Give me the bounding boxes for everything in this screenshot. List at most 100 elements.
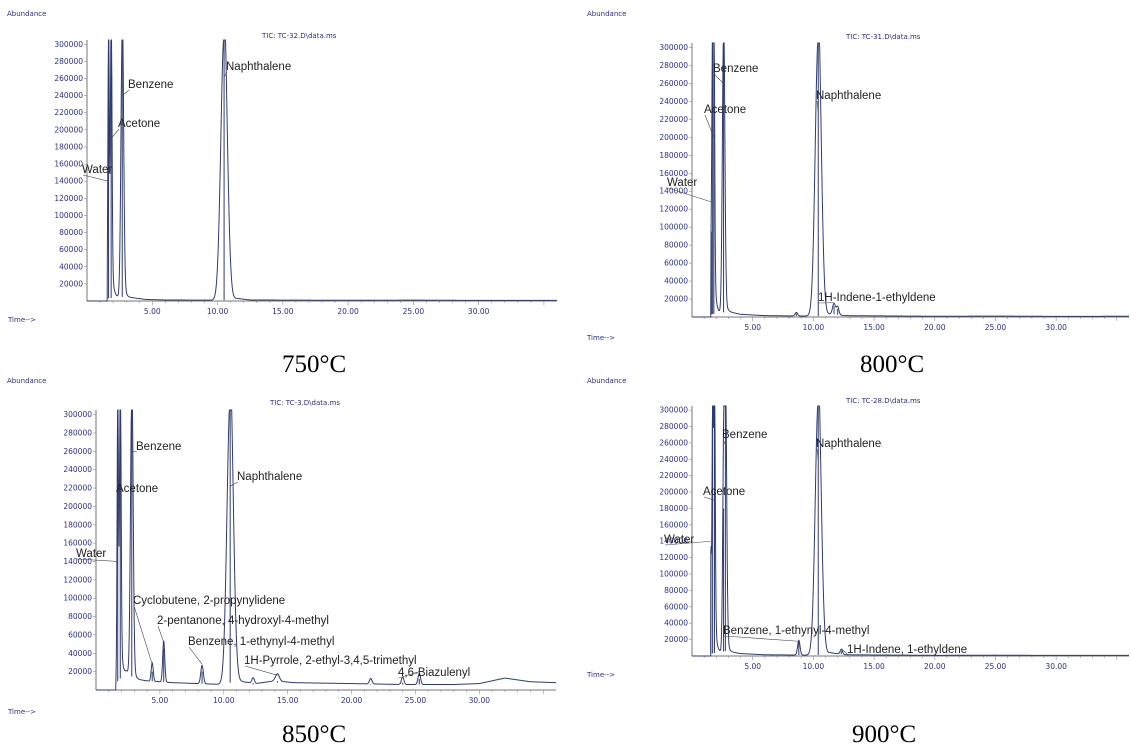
peak-annotation: Water	[82, 164, 112, 176]
x-tick-label: 5.00	[152, 696, 169, 705]
peak-annotation: Acetone	[118, 118, 160, 130]
annotation-leader	[703, 496, 715, 501]
y-tick-label: 200000	[54, 125, 83, 134]
y-tick-label: 220000	[659, 115, 688, 124]
x-axis-label: Time-->	[7, 316, 36, 324]
temperature-caption: 850°C	[282, 721, 346, 748]
y-tick-label: 240000	[659, 97, 688, 106]
x-tick-label: 20.00	[924, 323, 946, 332]
x-tick-label: 25.00	[403, 307, 425, 316]
y-tick-label: 160000	[63, 539, 92, 548]
y-tick-label: 60000	[664, 602, 688, 611]
annotation-leader	[133, 605, 153, 665]
annotation-leader	[131, 451, 138, 453]
x-tick-label: 30.00	[1045, 662, 1067, 671]
x-tick-label: 30.00	[1045, 323, 1067, 332]
x-tick-label: 10.00	[213, 696, 235, 705]
y-tick-label: 100000	[659, 570, 688, 579]
x-tick-label: 20.00	[341, 696, 363, 705]
chromatogram-panel-1: Abundance TIC: TC-32.D\data.ms Time--> 3000…	[7, 10, 557, 378]
y-tick-label: 220000	[63, 484, 92, 493]
y-tick-label: 140000	[63, 557, 92, 566]
peak-annotation: 1H-Indene, 1-ethyldene	[847, 644, 967, 656]
y-tick-label: 200000	[659, 133, 688, 142]
annotation-leader	[816, 448, 819, 460]
tic-trace	[692, 42, 1129, 318]
annotation-leader	[816, 100, 819, 113]
x-tick-label: 15.00	[863, 662, 885, 671]
x-tick-label: 10.00	[207, 307, 229, 316]
x-tick-label: 25.00	[405, 696, 427, 705]
y-tick-label: 300000	[659, 406, 688, 415]
annotation-leader	[723, 635, 799, 642]
y-tick-label: 40000	[664, 619, 688, 628]
peak-annotation: 1H-Indene-1-ethyldene	[818, 292, 936, 304]
annotation-leader	[230, 481, 239, 487]
peak-annotation: Benzene, 1-ethynyl-4-methyl	[188, 636, 334, 648]
y-tick-label: 20000	[664, 295, 688, 304]
peak-annotation: Naphthalene	[237, 471, 302, 483]
y-tick-label: 20000	[68, 667, 92, 676]
peak-annotation: Benzene	[722, 429, 767, 441]
y-tick-label: 60000	[68, 630, 92, 639]
y-tick-label: 100000	[659, 223, 688, 232]
y-tick-label: 180000	[659, 504, 688, 513]
y-tick-label: 180000	[63, 520, 92, 529]
annotation-leader	[713, 73, 724, 84]
y-tick-label: 120000	[659, 553, 688, 562]
y-tick-label: 240000	[63, 465, 92, 474]
x-tick-label: 5.00	[144, 307, 161, 316]
y-tick-label: 240000	[659, 455, 688, 464]
y-tick-label: 260000	[659, 79, 688, 88]
y-tick-label: 20000	[664, 635, 688, 644]
y-tick-label: 220000	[659, 471, 688, 480]
peak-annotation: Naphthalene	[816, 438, 881, 450]
annotation-leader	[664, 540, 711, 546]
x-tick-label: 30.00	[469, 696, 491, 705]
x-tick-label: 25.00	[985, 662, 1007, 671]
tic-trace	[692, 405, 1129, 657]
y-tick-label: 220000	[54, 108, 83, 117]
chart-title: TIC: TC-32.D\data.ms	[261, 32, 337, 40]
peak-annotation: Naphthalene	[226, 61, 291, 73]
y-axis-label: Abundance	[587, 10, 626, 18]
annotation-leader	[116, 493, 121, 507]
temperature-caption: 750°C	[282, 351, 346, 378]
y-tick-label: 160000	[659, 169, 688, 178]
peak-annotation: 4,6-Biazulenyl	[398, 667, 470, 679]
y-axis-label: Abundance	[7, 10, 46, 18]
tic-trace	[96, 409, 557, 691]
peak-annotation: Benzene	[128, 79, 173, 91]
peak-annotation: Water	[76, 548, 106, 560]
tic-trace	[87, 39, 557, 302]
peak-annotation: Benzene	[713, 63, 758, 75]
peak-annotation: Cyclobutene, 2-propynylidene	[133, 595, 285, 607]
annotation-leader	[722, 439, 726, 445]
y-tick-label: 200000	[659, 488, 688, 497]
x-tick-label: 20.00	[337, 307, 359, 316]
peak-annotation: Benzene	[136, 441, 181, 453]
y-tick-label: 80000	[68, 612, 92, 621]
y-tick-label: 280000	[659, 61, 688, 70]
x-tick-label: 15.00	[863, 323, 885, 332]
y-axis-label: Abundance	[7, 377, 46, 385]
chromatogram-panel-3: Abundance TIC: TC-3.D\data.ms Time--> 30000…	[7, 377, 557, 748]
y-tick-label: 280000	[659, 422, 688, 431]
annotation-leader	[122, 89, 130, 96]
peak-annotation: Water	[667, 177, 697, 189]
chart-title: TIC: TC-28.D\data.ms	[845, 397, 921, 405]
y-tick-label: 180000	[659, 151, 688, 160]
x-tick-label: 15.00	[277, 696, 299, 705]
y-tick-label: 80000	[59, 228, 83, 237]
y-tick-label: 100000	[63, 594, 92, 603]
chromatogram-panel-2: Abundance TIC: TC-31.D\data.ms Time--> 3000…	[586, 10, 1129, 378]
annotation-leader	[76, 558, 118, 562]
y-tick-label: 40000	[664, 277, 688, 286]
temperature-caption: 900°C	[852, 721, 916, 748]
chart-title: TIC: TC-31.D\data.ms	[845, 33, 921, 41]
y-tick-label: 20000	[59, 279, 83, 288]
annotation-leader	[244, 665, 278, 676]
chart-title: TIC: TC-3.D\data.ms	[269, 399, 340, 407]
y-axis-label: Abundance	[587, 377, 626, 385]
annotation-leader	[223, 71, 228, 77]
